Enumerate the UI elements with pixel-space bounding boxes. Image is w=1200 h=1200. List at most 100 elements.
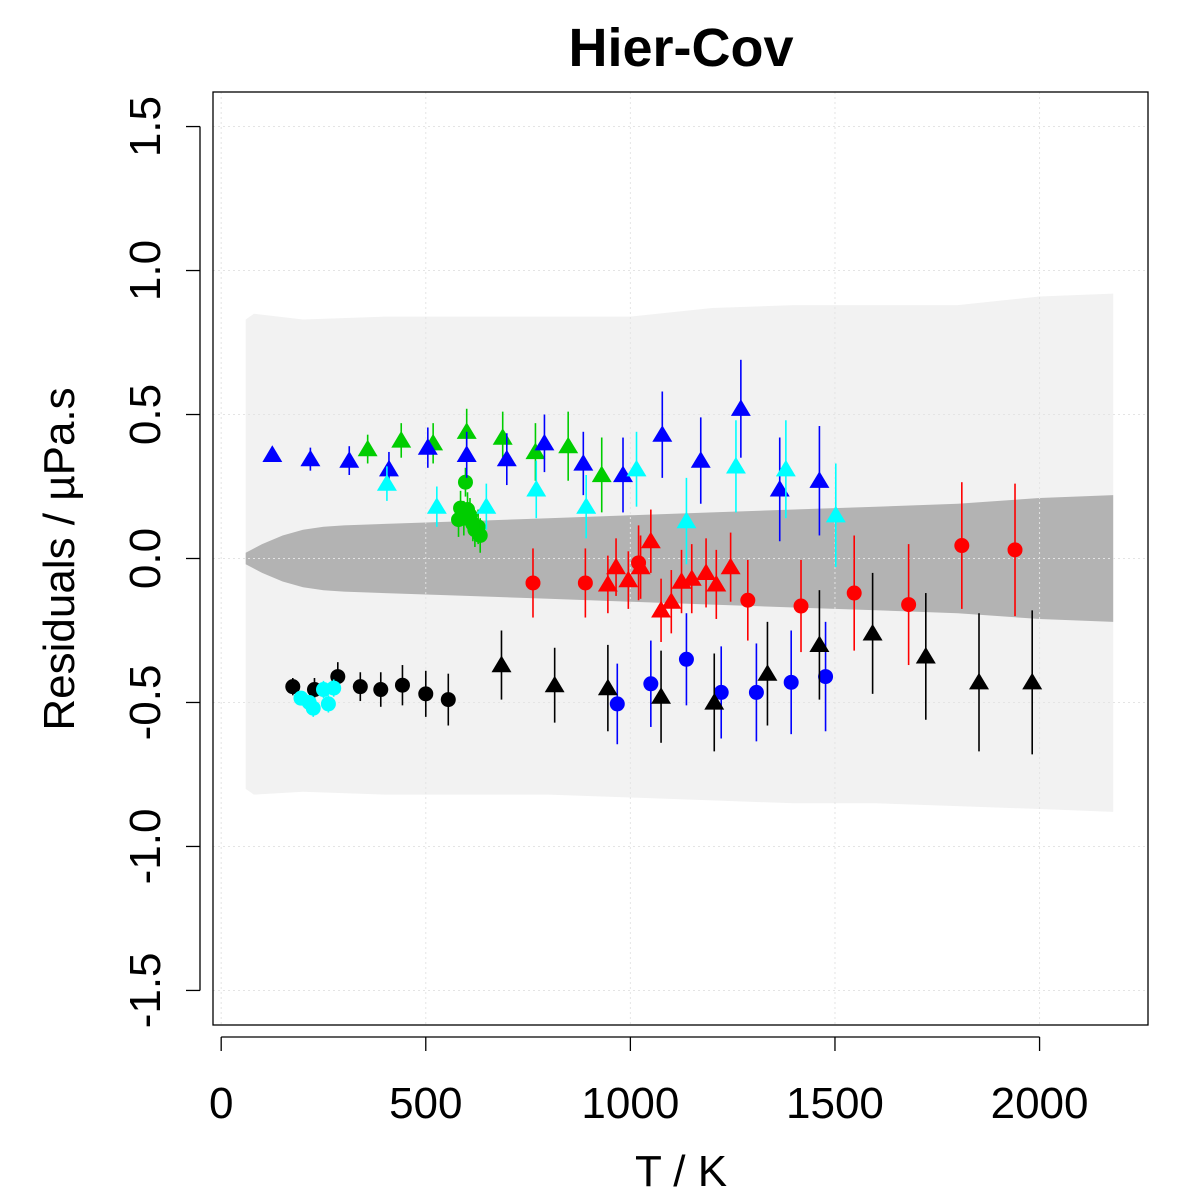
data-point — [379, 459, 399, 477]
x-axis: 0 500 1000 1500 2000 — [209, 1036, 1089, 1128]
data-point — [901, 597, 917, 613]
data-point — [713, 684, 729, 700]
series-red-triangles — [597, 509, 741, 643]
y-axis: -1.5 -1.0 -0.5 0.0 0.5 1.0 1.5 — [121, 96, 201, 1028]
x-axis-label: T / K — [635, 1147, 727, 1196]
data-point — [476, 497, 497, 514]
data-point — [456, 422, 477, 439]
data-point — [630, 557, 651, 575]
series-red-circles — [525, 482, 1023, 666]
x-tick-label: 500 — [389, 1079, 462, 1128]
x-tick-label: 1000 — [581, 1079, 679, 1128]
data-point — [472, 527, 488, 543]
data-point — [954, 538, 970, 554]
series-green-circles — [451, 467, 488, 553]
data-point — [740, 592, 756, 608]
data-point — [651, 687, 671, 704]
series-green-triangles — [357, 408, 612, 513]
data-point — [526, 479, 547, 497]
data-point — [597, 574, 618, 592]
data-point — [690, 451, 711, 468]
x-tick-label: 0 — [209, 1079, 233, 1128]
data-point — [720, 557, 741, 575]
data-point — [643, 676, 659, 692]
series-cyan-triangles — [376, 420, 846, 568]
y-tick-label: 1.5 — [121, 96, 170, 157]
y-tick-label: -0.5 — [121, 665, 170, 741]
series-blue-triangles — [262, 359, 830, 542]
y-tick-label: 0.0 — [121, 528, 170, 589]
data-point — [809, 635, 830, 652]
data-point — [652, 425, 673, 442]
data-point — [681, 569, 702, 586]
y-axis-label: Residuals / µPa.s — [35, 387, 84, 730]
y-tick-label: 1.0 — [121, 240, 170, 301]
data-point — [1007, 542, 1023, 558]
data-point — [1022, 672, 1043, 690]
data-point — [300, 449, 321, 467]
data-point — [491, 655, 512, 673]
data-point — [391, 430, 412, 448]
data-point — [492, 428, 513, 445]
data-point — [544, 675, 565, 693]
series-black-triangles — [491, 572, 1043, 755]
data-point — [748, 684, 764, 700]
data-point — [640, 531, 661, 549]
data-point — [305, 700, 321, 716]
data-point — [757, 664, 778, 681]
data-point — [525, 575, 541, 591]
y-tick-label: -1.5 — [121, 952, 170, 1028]
data-point — [456, 445, 477, 462]
data-point — [706, 574, 727, 592]
y-tick-label: 0.5 — [121, 384, 170, 445]
data-point — [915, 646, 936, 664]
data-point — [320, 696, 336, 712]
data-point — [262, 445, 283, 462]
data-point — [597, 678, 618, 696]
series-blue-circles — [609, 613, 834, 745]
data-point — [534, 433, 555, 451]
chart-title: Hier-Cov — [568, 18, 793, 78]
data-point — [418, 686, 434, 702]
data-point — [376, 474, 397, 491]
data-point — [704, 693, 725, 710]
data-point — [525, 442, 546, 460]
data-point — [676, 511, 697, 529]
data-point — [809, 471, 830, 488]
data-point — [440, 692, 456, 708]
data-point — [326, 680, 342, 696]
data-point — [573, 454, 594, 471]
data-point — [591, 465, 612, 483]
data-points — [262, 359, 1043, 755]
data-point — [678, 651, 694, 667]
data-point — [576, 497, 597, 514]
data-point — [613, 465, 633, 483]
x-tick-label: 1500 — [786, 1079, 884, 1128]
data-point — [285, 679, 301, 695]
x-tick-label: 2000 — [991, 1079, 1089, 1128]
data-point — [339, 451, 360, 468]
bands — [245, 293, 1114, 812]
data-point — [726, 456, 746, 474]
data-point — [846, 585, 862, 601]
data-point — [775, 459, 796, 477]
data-point — [606, 557, 626, 575]
data-point — [618, 570, 639, 588]
data-point — [825, 505, 846, 523]
data-point — [661, 592, 682, 609]
data-point — [969, 672, 989, 690]
data-point — [352, 679, 368, 695]
data-point — [818, 669, 834, 685]
data-point — [730, 399, 751, 416]
data-point — [769, 479, 790, 497]
data-point — [457, 474, 473, 490]
data-point — [609, 696, 625, 712]
data-point — [651, 600, 671, 618]
y-tick-label: -1.0 — [121, 809, 170, 885]
data-point — [357, 439, 378, 457]
data-point — [862, 623, 883, 641]
data-point — [394, 677, 410, 693]
data-point — [426, 497, 447, 514]
grid — [213, 92, 1148, 1025]
